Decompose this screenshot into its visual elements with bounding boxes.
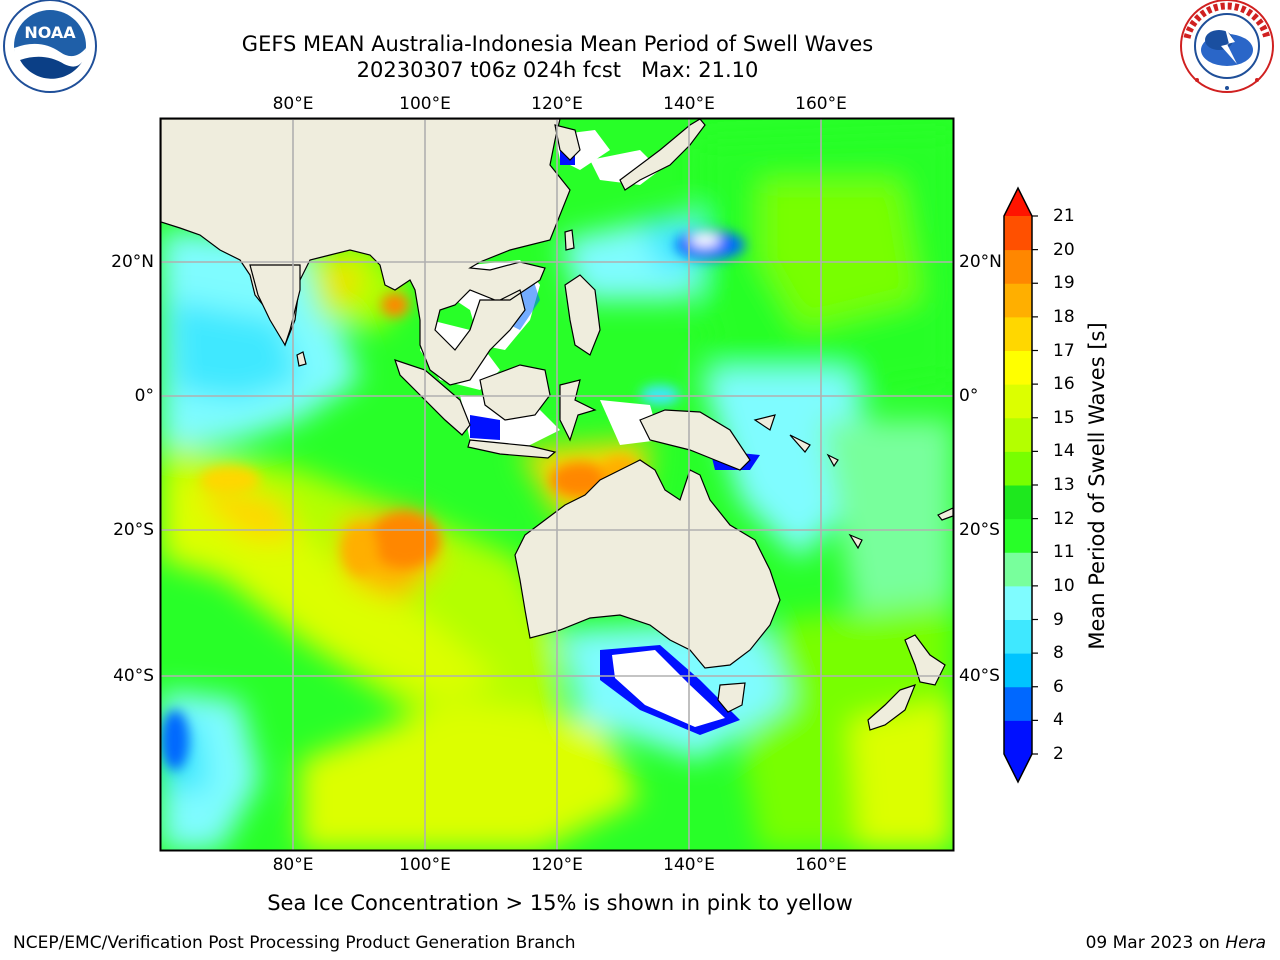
lat-label-left-20s: 20°S [113,520,154,540]
colorbar-bin-4 [1004,686,1032,721]
lat-label-left-0: 0° [134,386,154,406]
colorbar-under-triangle [1004,754,1032,782]
noaa-logo-text: NOAA [24,23,76,42]
borneo [479,364,551,421]
sri-lanka [296,351,307,367]
lon-label-bottom-140e: 140°E [663,855,715,875]
map-frame [159,117,955,852]
chart-subtitle: 20230307 t06z 024h fcst Max: 21.10 [140,57,975,83]
colorbar-tick-label-19: 19 [1053,273,1075,294]
lon-label-top-160e: 160°E [795,94,847,114]
colorbar-bin-16 [1004,350,1032,385]
india-peninsula [249,264,301,347]
land [161,119,953,731]
lon-label-bottom-160e: 160°E [795,855,847,875]
sea-ice-note: Sea Ice Concentration > 15% is shown in … [267,891,853,915]
chart-subtitle-text: 20230307 t06z 024h fcst Max: 21.10 [356,58,759,82]
colorbar-tick-label-8: 8 [1053,643,1064,664]
colorbar-tick-label-13: 13 [1053,475,1075,495]
colorbar-bin-8 [1004,619,1032,654]
colorbar-bin-11 [1004,518,1032,553]
footer-date: 09 Mar 2023 on Hera [1086,933,1266,953]
colorbar-tick-label-18: 18 [1053,306,1075,327]
lon-label-top-140e: 140°E [663,94,715,114]
sulawesi [559,379,597,442]
lat-label-left-40s: 40°S [113,666,154,686]
colorbar-over-triangle [1004,188,1032,216]
colorbar-bin-18 [1004,283,1032,318]
colorbar-tick-label-16: 16 [1053,374,1075,395]
swell-field-hotspots [161,230,745,770]
lon-label-bottom-100e: 100°E [399,855,451,875]
graticule [161,119,953,850]
colorbar-tick-label-2: 2 [1053,744,1064,764]
lon-label-top-80e: 80°E [272,94,314,114]
lon-label-bottom-120e: 120°E [531,855,583,875]
taiwan [564,229,575,251]
colorbar-bin-6 [1004,653,1032,688]
colorbar-bin-9 [1004,585,1032,620]
swell-field-contours [161,130,953,850]
lat-label-right-0: 0° [959,386,979,406]
colorbar-tick-label-11: 11 [1053,542,1075,563]
colorbar-tick-label-20: 20 [1053,239,1075,260]
chart-title: GEFS MEAN Australia-Indonesia Mean Perio… [241,32,874,56]
lon-label-top-120e: 120°E [531,94,583,114]
java [467,439,557,459]
colorbar-tick-label-14: 14 [1053,441,1075,462]
colorbar-tick-label-17: 17 [1053,340,1075,361]
lat-label-right-20s: 20°S [959,520,1000,540]
new-zealand-south [867,684,917,731]
sumatra [394,359,471,436]
colorbar [1003,186,1038,784]
lon-label-bottom-80e: 80°E [272,855,314,875]
colorbar-bin-17 [1004,316,1032,351]
colorbar-bin-10 [1004,552,1032,587]
lat-label-right-20n: 20°N [959,252,1002,272]
nws-logo [1180,0,1274,93]
colorbar-bin-15 [1004,384,1032,419]
japan [619,119,706,191]
philippines [564,274,601,356]
colorbar-tick-label-15: 15 [1053,407,1075,428]
map-panel [161,119,953,850]
tasmania [717,682,746,713]
lat-label-left-20n: 20°N [111,252,154,272]
colorbar-title: Mean Period of Swell Waves [s] [1085,322,1109,650]
colorbar-bin-19 [1004,249,1032,284]
colorbar-tick-label-4: 4 [1053,710,1064,731]
footer-credit: NCEP/EMC/Verification Post Processing Pr… [13,933,576,953]
colorbar-tick-label-12: 12 [1053,508,1075,529]
colorbar-bin-2 [1004,720,1032,755]
colorbar-tick-label-6: 6 [1053,676,1064,697]
noaa-logo: NOAA [3,0,97,93]
colorbar-tick-label-10: 10 [1053,575,1075,596]
colorbar-bin-12 [1004,485,1032,520]
footer-date-text: 09 Mar 2023 on [1085,933,1226,953]
colorbar-bin-20 [1004,216,1032,251]
korea [554,124,581,161]
australia [514,459,781,669]
new-zealand-north [904,634,946,686]
footer-host: Hera [1225,933,1266,953]
colorbar-tick-label-21: 21 [1053,206,1075,226]
colorbar-bin-14 [1004,417,1032,452]
lat-label-right-40s: 40°S [959,666,1000,686]
lon-label-top-100e: 100°E [399,94,451,114]
colorbar-bin-13 [1004,451,1032,486]
colorbar-tick-label-9: 9 [1053,609,1064,630]
